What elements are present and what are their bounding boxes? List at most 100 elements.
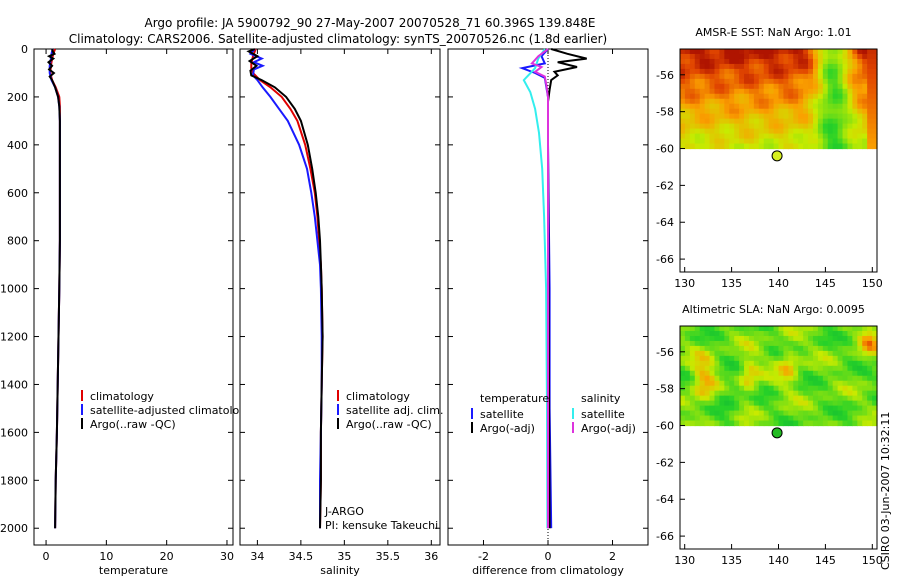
altimetric-sla-heatmap-cell <box>729 415 735 422</box>
altimetric-sla-heatmap-cell <box>744 365 750 372</box>
amsr-sst-heatmap-cell <box>783 63 789 70</box>
temperature-xtick-label: 10 <box>99 550 113 563</box>
amsr-sst-heatmap-cell <box>684 143 691 150</box>
altimetric-sla-heatmap-cell <box>684 345 691 352</box>
amsr-sst-heatmap-cell <box>758 103 765 110</box>
altimetric-sla-heatmap-cell <box>817 385 824 392</box>
amsr-sst-heatmap-cell <box>788 113 794 120</box>
amsr-sst-heatmap-cell <box>689 133 696 140</box>
amsr-sst-heatmap-cell <box>847 133 853 140</box>
amsr-sst-heatmap-cell <box>788 63 794 70</box>
amsr-sst-heatmap-cell <box>798 63 804 70</box>
altimetric-sla-heatmap-cell <box>729 370 735 377</box>
altimetric-sla-heatmap-cell <box>689 345 696 352</box>
amsr-sst-heatmap-cell <box>842 93 849 100</box>
altimetric-sla-heatmap-cell <box>763 375 770 382</box>
altimetric-sla-heatmap-cell <box>694 330 701 337</box>
amsr-sst-heatmap-cell <box>778 78 785 85</box>
amsr-sst-heatmap-cell <box>857 63 863 70</box>
altimetric-sla-heatmap-cell <box>773 405 780 412</box>
amsr-sst-heatmap-cell <box>872 113 878 120</box>
altimetric-sla-heatmap-cell <box>699 355 706 362</box>
amsr-sst-heatmap-cell <box>817 68 824 75</box>
altimetric-sla-heatmap-cell <box>803 335 809 342</box>
amsr-sst-heatmap-cell <box>798 83 804 90</box>
altimetric-sla-heatmap-cell <box>739 350 745 357</box>
altimetric-sla-heatmap-cell <box>704 330 711 337</box>
altimetric-sla-heatmap-cell <box>704 410 711 417</box>
amsr-sst-heatmap-cell <box>793 83 799 90</box>
altimetric-sla-heatmap-cell <box>699 400 706 407</box>
amsr-sst-heatmap-cell <box>714 123 720 130</box>
temperature-xtick-label: 30 <box>220 550 234 563</box>
amsr-sst-heatmap-cell <box>817 128 824 135</box>
altimetric-sla-heatmap-cell <box>872 330 878 337</box>
altimetric-sla-heatmap-cell <box>798 420 804 427</box>
amsr-sst-heatmap-cell <box>812 98 819 105</box>
altimetric-sla-heatmap-cell <box>817 326 824 332</box>
altimetric-sla-heatmap-cell <box>734 405 740 412</box>
altimetric-sla-heatmap-cell <box>748 345 755 352</box>
amsr-sst-heatmap-cell <box>739 93 745 100</box>
amsr-sst-heatmap-cell <box>778 118 785 125</box>
amsr-sst-heatmap-cell <box>822 113 829 120</box>
altimetric-sla-heatmap-cell <box>812 345 819 352</box>
amsr-sst-heatmap-cell <box>808 93 814 100</box>
altimetric-sla-heatmap-cell <box>852 410 858 417</box>
amsr-sst-heatmap-cell <box>862 143 868 150</box>
altimetric-sla-heatmap-cell <box>872 410 878 417</box>
altimetric-sla-heatmap-cell <box>852 365 858 372</box>
amsr-sst-heatmap-cell <box>803 108 809 115</box>
amsr-sst-heatmap-cell <box>734 73 740 80</box>
altimetric-sla-heatmap-cell <box>808 326 814 332</box>
altimetric-sla-heatmap-cell <box>729 340 735 347</box>
amsr-sst-heatmap-cell <box>758 49 765 55</box>
amsr-sst-heatmap-cell <box>734 143 740 150</box>
altimetric-sla-heatmap-cell <box>773 395 780 402</box>
altimetric-sla-heatmap-cell <box>872 326 878 332</box>
salinity-xtick-label: 34 <box>250 550 264 563</box>
altimetric-sla-heatmap-cell <box>778 365 785 372</box>
amsr-sst-heatmap-cell <box>822 123 829 130</box>
amsr-sst-heatmap-cell <box>867 53 873 60</box>
amsr-sst-heatmap-cell <box>793 143 799 150</box>
amsr-sst-heatmap-cell <box>753 78 760 85</box>
amsr-sst-heatmap-cell <box>803 88 809 95</box>
altimetric-sla-heatmap-cell <box>837 365 844 372</box>
amsr-sst-heatmap-cell <box>798 108 804 115</box>
salinity-xtick-label: 35.5 <box>376 550 401 563</box>
amsr-sst-heatmap-cell <box>832 128 839 135</box>
amsr-sst-heatmap-cell <box>684 93 691 100</box>
amsr-sst-heatmap-cell <box>808 88 814 95</box>
amsr-sst-heatmap-cell <box>842 103 849 110</box>
altimetric-sla-heatmap-cell <box>709 420 716 427</box>
altimetric-sla-heatmap-cell <box>768 390 775 397</box>
amsr-sst-heatmap-cell <box>778 63 785 70</box>
altimetric-sla-heatmap-cell <box>842 415 849 422</box>
altimetric-sla-heatmap-cell <box>724 375 730 382</box>
altimetric-sla-heatmap-cell <box>709 400 716 407</box>
altimetric-sla-heatmap-cell <box>699 420 706 427</box>
altimetric-sla-heatmap-cell <box>837 330 844 337</box>
altimetric-sla-heatmap-cell <box>867 335 873 342</box>
amsr-sst-heatmap-cell <box>857 138 863 145</box>
amsr-sst-heatmap-cell <box>753 138 760 145</box>
altimetric-sla-heatmap-cell <box>857 405 863 412</box>
amsr-sst-heatmap-cell <box>694 108 701 115</box>
altimetric-sla-heatmap-cell <box>817 345 824 352</box>
altimetric-sla-heatmap-cell <box>714 330 720 337</box>
altimetric-sla-heatmap-cell <box>832 326 839 332</box>
altimetric-sla-heatmap-cell <box>827 340 834 347</box>
altimetric-sla-heatmap-cell <box>694 365 701 372</box>
altimetric-sla-heatmap-cell <box>680 380 686 387</box>
altimetric-sla-heatmap-cell <box>817 335 824 342</box>
amsr-sst-heatmap-cell <box>827 68 834 75</box>
altimetric-sla-heatmap-cell <box>842 375 849 382</box>
altimetric-sla-heatmap-cell <box>852 395 858 402</box>
amsr-sst-heatmap-cell <box>768 123 775 130</box>
amsr-sst-heatmap-cell <box>778 53 785 60</box>
altimetric-sla-heatmap-cell <box>763 330 770 337</box>
altimetric-sla-heatmap-cell <box>758 350 765 357</box>
altimetric-sla-heatmap-cell <box>753 415 760 422</box>
amsr-sst-heatmap-cell <box>684 63 691 70</box>
